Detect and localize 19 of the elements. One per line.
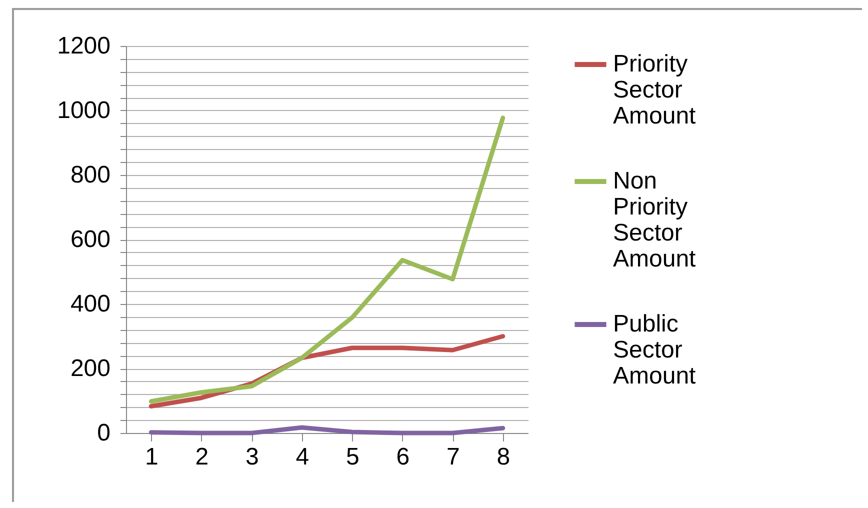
line-series bbox=[148, 116, 506, 404]
y-tick-label: 800 bbox=[70, 162, 110, 188]
legend-label: Non Priority Sector Amount bbox=[613, 168, 696, 272]
legend-label: Public Sector Amount bbox=[613, 310, 696, 390]
x-tick-label: 6 bbox=[396, 444, 410, 470]
x-tick-label: 2 bbox=[195, 444, 209, 470]
y-tick-label: 600 bbox=[70, 226, 110, 253]
x-tick-label: 8 bbox=[496, 444, 510, 470]
y-tick-label: 400 bbox=[70, 290, 110, 318]
x-tick-label: 4 bbox=[296, 444, 310, 470]
x-tick-label: 1 bbox=[144, 444, 158, 470]
y-tick-label: 200 bbox=[70, 355, 110, 382]
x-tick-label: 7 bbox=[446, 444, 460, 470]
y-tick-label: 1200 bbox=[57, 32, 110, 60]
y-tick-label: 1000 bbox=[57, 97, 110, 124]
x-tick-label: 3 bbox=[245, 444, 259, 470]
y-tick-label: 0 bbox=[97, 420, 110, 446]
x-tick-label: 5 bbox=[346, 444, 360, 470]
legend-label: Priority Sector Amount bbox=[613, 50, 696, 130]
